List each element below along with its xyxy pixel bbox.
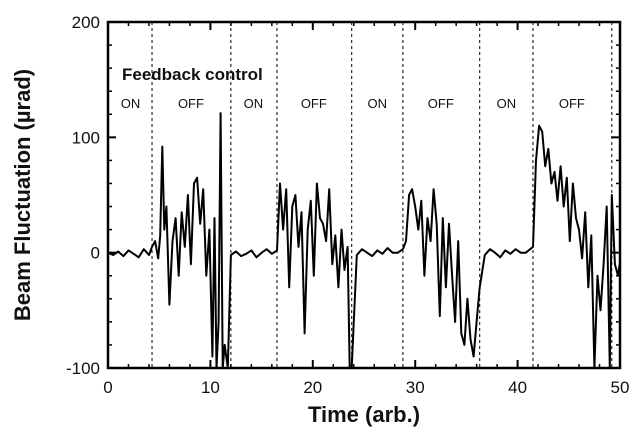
y-axis-title: Beam Fluctuation (µrad) <box>10 69 35 321</box>
phase-labels: ON OFF ON OFF ON OFF ON OFF <box>121 96 585 111</box>
phase-label-on-6: ON <box>497 96 517 111</box>
phase-label-on-0: ON <box>121 96 141 111</box>
x-tick-label-3: 30 <box>406 378 425 397</box>
phase-label-off-7: OFF <box>559 96 585 111</box>
phase-label-off-1: OFF <box>178 96 204 111</box>
y-tick-label-3: 200 <box>72 13 100 32</box>
x-tick-label-2: 20 <box>303 378 322 397</box>
axis-ticks <box>107 21 621 369</box>
phase-label-on-4: ON <box>368 96 388 111</box>
y-tick-label-2: 100 <box>72 128 100 147</box>
x-tick-label-0: 0 <box>103 378 112 397</box>
chart-title: Feedback control <box>122 65 263 84</box>
x-tick-label-4: 40 <box>508 378 527 397</box>
y-tick-label-1: 0 <box>91 244 100 263</box>
beam-fluctuation-series-line <box>107 112 621 369</box>
phase-boundary-lines <box>151 22 613 368</box>
phase-label-off-5: OFF <box>428 96 454 111</box>
x-axis-title: Time (arb.) <box>308 402 420 427</box>
y-tick-label-0: -100 <box>66 359 100 378</box>
plot-frame <box>106 20 622 370</box>
phase-label-off-3: OFF <box>301 96 327 111</box>
x-tick-label-1: 10 <box>201 378 220 397</box>
phase-label-on-2: ON <box>244 96 264 111</box>
x-tick-label-5: 50 <box>611 378 630 397</box>
